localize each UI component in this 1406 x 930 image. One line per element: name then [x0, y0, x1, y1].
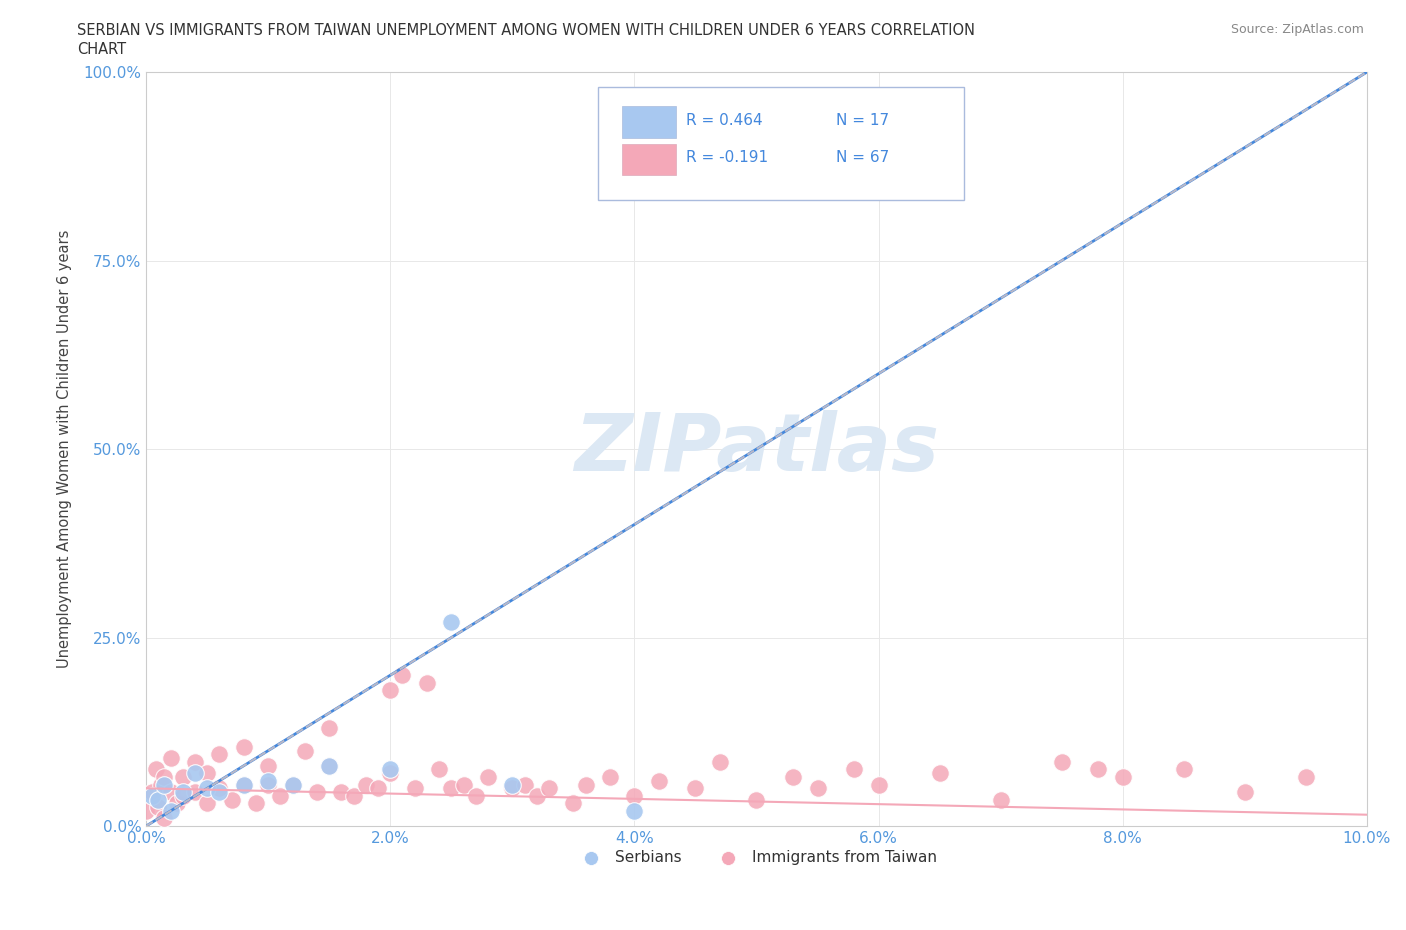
- Point: [232, 777, 254, 792]
- Point: [562, 796, 585, 811]
- Point: [159, 785, 181, 800]
- Point: [257, 774, 280, 789]
- Point: [1233, 785, 1256, 800]
- Point: [257, 777, 280, 792]
- Point: [526, 789, 548, 804]
- Point: [440, 615, 463, 630]
- Point: [318, 758, 340, 773]
- FancyBboxPatch shape: [623, 106, 676, 138]
- Point: [782, 769, 804, 784]
- Text: Source: ZipAtlas.com: Source: ZipAtlas.com: [1230, 23, 1364, 36]
- Point: [172, 789, 194, 804]
- Point: [623, 789, 645, 804]
- Point: [537, 781, 560, 796]
- Point: [367, 781, 389, 796]
- Point: [148, 800, 170, 815]
- Point: [232, 739, 254, 754]
- Point: [391, 668, 413, 683]
- Point: [868, 777, 890, 792]
- Point: [153, 769, 176, 784]
- Point: [477, 769, 499, 784]
- Point: [305, 785, 328, 800]
- Point: [195, 781, 218, 796]
- Point: [623, 804, 645, 818]
- Point: [685, 781, 707, 796]
- Point: [318, 758, 340, 773]
- FancyBboxPatch shape: [623, 144, 676, 176]
- Point: [208, 747, 231, 762]
- Point: [1173, 762, 1195, 777]
- Point: [184, 785, 207, 800]
- Point: [1295, 769, 1317, 784]
- Point: [501, 781, 523, 796]
- Legend: Serbians, Immigrants from Taiwan: Serbians, Immigrants from Taiwan: [569, 844, 943, 871]
- Point: [745, 792, 768, 807]
- Point: [380, 762, 402, 777]
- Point: [135, 804, 157, 818]
- Point: [1111, 769, 1133, 784]
- Point: [440, 781, 463, 796]
- Point: [141, 789, 163, 804]
- Point: [245, 796, 267, 811]
- Text: CHART: CHART: [77, 42, 127, 57]
- Point: [990, 792, 1012, 807]
- Point: [294, 743, 316, 758]
- Point: [648, 774, 671, 789]
- Point: [145, 762, 167, 777]
- Point: [148, 792, 170, 807]
- Point: [709, 754, 731, 769]
- Point: [208, 781, 231, 796]
- Point: [453, 777, 475, 792]
- Point: [806, 117, 828, 132]
- Point: [354, 777, 377, 792]
- Point: [464, 789, 486, 804]
- Point: [153, 777, 176, 792]
- Point: [928, 765, 950, 780]
- Point: [269, 789, 291, 804]
- FancyBboxPatch shape: [598, 87, 965, 200]
- Point: [221, 792, 243, 807]
- Point: [184, 765, 207, 780]
- Text: N = 17: N = 17: [835, 113, 889, 128]
- Point: [195, 796, 218, 811]
- Point: [343, 789, 366, 804]
- Point: [141, 785, 163, 800]
- Point: [159, 751, 181, 765]
- Point: [281, 777, 304, 792]
- Point: [574, 777, 596, 792]
- Point: [1050, 754, 1073, 769]
- Point: [404, 781, 426, 796]
- Text: ZIPatlas: ZIPatlas: [574, 410, 939, 488]
- Point: [599, 769, 621, 784]
- Point: [232, 777, 254, 792]
- Point: [208, 785, 231, 800]
- Point: [1087, 762, 1109, 777]
- Point: [172, 785, 194, 800]
- Point: [380, 683, 402, 698]
- Point: [427, 762, 450, 777]
- Point: [330, 785, 353, 800]
- Point: [416, 675, 439, 690]
- Point: [257, 758, 280, 773]
- Point: [842, 762, 865, 777]
- Point: [153, 811, 176, 826]
- Point: [318, 721, 340, 736]
- Point: [281, 777, 304, 792]
- Point: [149, 777, 172, 792]
- Point: [195, 765, 218, 780]
- Point: [380, 765, 402, 780]
- Text: R = 0.464: R = 0.464: [686, 113, 762, 128]
- Point: [184, 754, 207, 769]
- Y-axis label: Unemployment Among Women with Children Under 6 years: Unemployment Among Women with Children U…: [58, 230, 72, 669]
- Point: [172, 769, 194, 784]
- Point: [166, 796, 188, 811]
- Text: SERBIAN VS IMMIGRANTS FROM TAIWAN UNEMPLOYMENT AMONG WOMEN WITH CHILDREN UNDER 6: SERBIAN VS IMMIGRANTS FROM TAIWAN UNEMPL…: [77, 23, 976, 38]
- Point: [806, 781, 828, 796]
- Point: [159, 804, 181, 818]
- Point: [501, 777, 523, 792]
- Text: R = -0.191: R = -0.191: [686, 150, 768, 165]
- Point: [513, 777, 536, 792]
- Text: N = 67: N = 67: [835, 150, 889, 165]
